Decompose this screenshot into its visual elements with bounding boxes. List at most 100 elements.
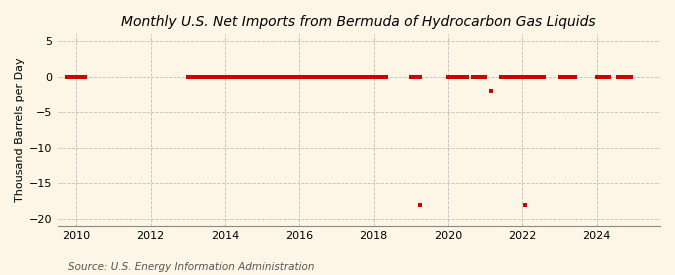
Point bbox=[626, 75, 637, 79]
Point bbox=[461, 75, 472, 79]
Point bbox=[558, 75, 568, 79]
Point bbox=[520, 202, 531, 207]
Point bbox=[225, 75, 236, 79]
Point bbox=[412, 75, 423, 79]
Point bbox=[65, 75, 76, 79]
Point bbox=[80, 75, 91, 79]
Point bbox=[338, 75, 348, 79]
Point bbox=[213, 75, 224, 79]
Point bbox=[288, 75, 298, 79]
Point bbox=[244, 75, 255, 79]
Point bbox=[495, 75, 506, 79]
Point bbox=[381, 75, 392, 79]
Point bbox=[269, 75, 280, 79]
Point bbox=[235, 75, 246, 79]
Point bbox=[77, 75, 88, 79]
Point bbox=[356, 75, 367, 79]
Point bbox=[511, 75, 522, 79]
Point bbox=[517, 75, 528, 79]
Point bbox=[526, 75, 537, 79]
Point bbox=[601, 75, 612, 79]
Point bbox=[502, 75, 512, 79]
Point bbox=[250, 75, 261, 79]
Point bbox=[188, 75, 199, 79]
Point bbox=[219, 75, 230, 79]
Point bbox=[529, 75, 540, 79]
Point bbox=[315, 75, 326, 79]
Point bbox=[334, 75, 345, 79]
Point bbox=[344, 75, 354, 79]
Point bbox=[449, 75, 460, 79]
Point bbox=[362, 75, 373, 79]
Point bbox=[207, 75, 218, 79]
Point bbox=[313, 75, 323, 79]
Point bbox=[303, 75, 314, 79]
Point bbox=[414, 202, 425, 207]
Point bbox=[523, 75, 534, 79]
Point bbox=[467, 75, 478, 79]
Point bbox=[194, 75, 205, 79]
Point bbox=[455, 75, 466, 79]
Point bbox=[533, 75, 543, 79]
Point bbox=[306, 75, 317, 79]
Point bbox=[260, 75, 271, 79]
Point bbox=[406, 75, 416, 79]
Point bbox=[68, 75, 78, 79]
Point bbox=[452, 75, 463, 79]
Point bbox=[247, 75, 258, 79]
Point bbox=[294, 75, 304, 79]
Point bbox=[285, 75, 296, 79]
Point bbox=[241, 75, 252, 79]
Point bbox=[622, 75, 633, 79]
Point bbox=[254, 75, 265, 79]
Text: Source: U.S. Energy Information Administration: Source: U.S. Energy Information Administ… bbox=[68, 262, 314, 272]
Point bbox=[275, 75, 286, 79]
Point bbox=[217, 75, 227, 79]
Title: Monthly U.S. Net Imports from Bermuda of Hydrocarbon Gas Liquids: Monthly U.S. Net Imports from Bermuda of… bbox=[122, 15, 596, 29]
Point bbox=[322, 75, 333, 79]
Point bbox=[238, 75, 249, 79]
Point bbox=[346, 75, 357, 79]
Point bbox=[603, 75, 614, 79]
Point bbox=[619, 75, 630, 79]
Point bbox=[377, 75, 388, 79]
Point bbox=[570, 75, 580, 79]
Point bbox=[539, 75, 549, 79]
Point bbox=[328, 75, 339, 79]
Point bbox=[266, 75, 277, 79]
Point bbox=[446, 75, 456, 79]
Point bbox=[300, 75, 311, 79]
Point bbox=[61, 75, 72, 79]
Point bbox=[564, 75, 574, 79]
Point bbox=[278, 75, 289, 79]
Point bbox=[616, 75, 627, 79]
Point bbox=[371, 75, 382, 79]
Point bbox=[192, 75, 202, 79]
Point bbox=[359, 75, 370, 79]
Point bbox=[223, 75, 234, 79]
Point bbox=[474, 75, 485, 79]
Point bbox=[470, 75, 481, 79]
Point bbox=[340, 75, 351, 79]
Point bbox=[186, 75, 196, 79]
Point bbox=[325, 75, 335, 79]
Point bbox=[613, 75, 624, 79]
Point bbox=[535, 75, 546, 79]
Point bbox=[256, 75, 267, 79]
Point bbox=[319, 75, 329, 79]
Point bbox=[291, 75, 302, 79]
Point bbox=[263, 75, 273, 79]
Point bbox=[365, 75, 376, 79]
Point bbox=[210, 75, 221, 79]
Point bbox=[595, 75, 605, 79]
Point bbox=[201, 75, 212, 79]
Point bbox=[554, 75, 565, 79]
Point bbox=[272, 75, 283, 79]
Y-axis label: Thousand Barrels per Day: Thousand Barrels per Day bbox=[15, 58, 25, 202]
Point bbox=[443, 75, 454, 79]
Point bbox=[480, 75, 491, 79]
Point bbox=[229, 75, 240, 79]
Point bbox=[505, 75, 516, 79]
Point bbox=[350, 75, 360, 79]
Point bbox=[369, 75, 379, 79]
